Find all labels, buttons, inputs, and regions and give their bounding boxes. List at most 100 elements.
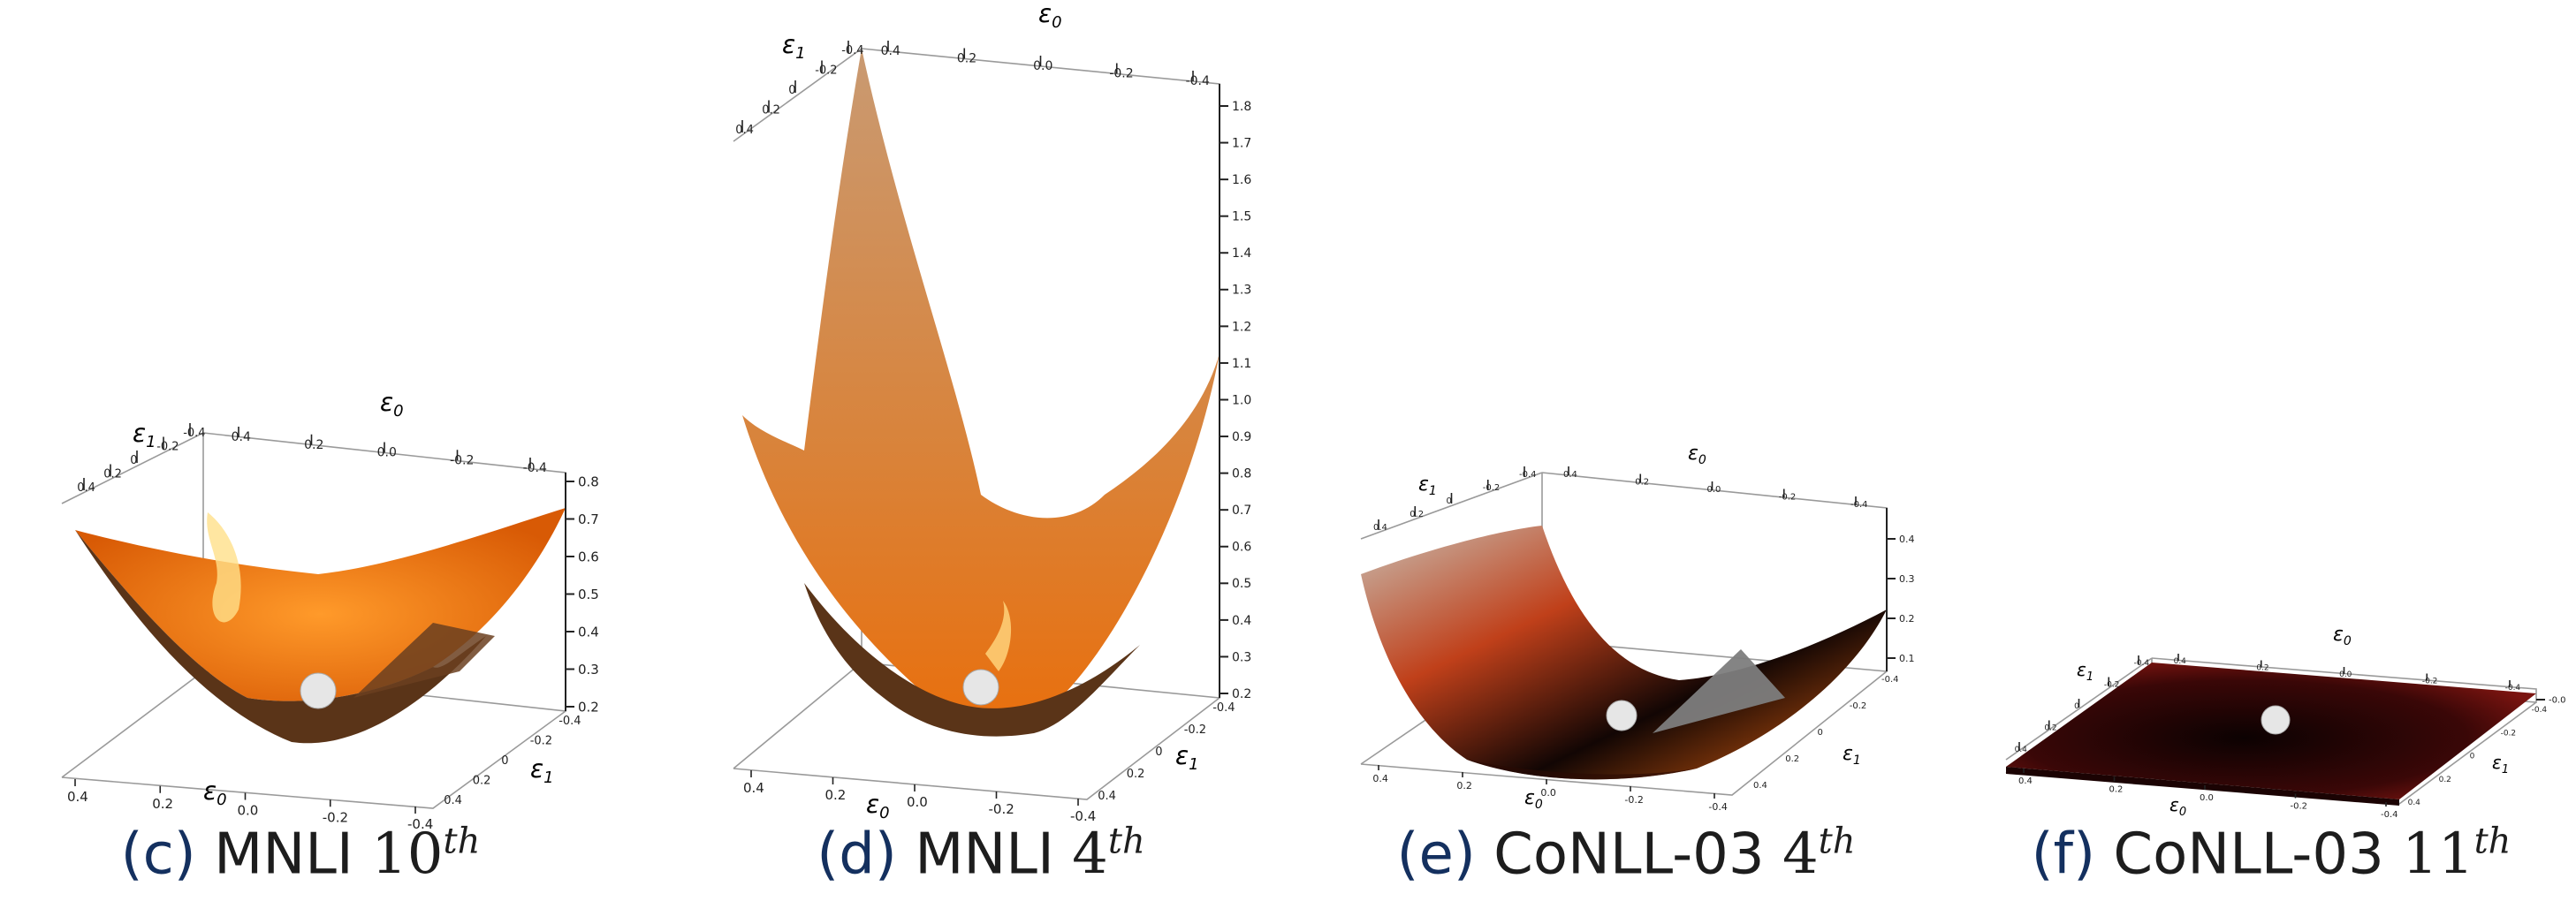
tick-label: 0.2 bbox=[762, 104, 780, 117]
z-tick-label: 0.8 bbox=[578, 473, 599, 489]
caption-c: (c) MNLI 10th bbox=[0, 822, 601, 901]
z-tick-label: 1.5 bbox=[1232, 210, 1251, 224]
tick-label: 0.2 bbox=[304, 438, 323, 452]
axis-label-e1: ε1 bbox=[2077, 659, 2093, 684]
tick-label: -0.4 bbox=[1519, 470, 1537, 480]
z-tick-label: 0.3 bbox=[1899, 573, 1915, 585]
tick-label: 0 bbox=[2470, 753, 2475, 761]
tick-label: -0.2 bbox=[2501, 729, 2517, 738]
panel-f: -0.0 ε0 ε1 ε0 ε1 0.4 0.2 0.0 -0.2 -0.4 -0.4 -0… bbox=[1979, 0, 2566, 924]
svg-text:ε1: ε1 bbox=[530, 754, 554, 787]
tick-label: 0.0 bbox=[377, 446, 397, 460]
tick-label: 0.0 bbox=[1707, 485, 1721, 495]
tick-label: 0 bbox=[501, 754, 508, 768]
tick-label: -0.4 bbox=[1708, 801, 1727, 813]
z-tick-label: 1.8 bbox=[1232, 100, 1251, 114]
minimum-marker bbox=[300, 672, 337, 709]
tick-label: 0.4 bbox=[2015, 746, 2028, 754]
x_ticks-ticks: 0.4 0.2 0.0 -0.2 -0.4 bbox=[1372, 765, 1728, 813]
tick-label: 0.0 bbox=[1540, 787, 1556, 799]
tick-label: -0.2 bbox=[530, 735, 552, 748]
loss-surface bbox=[1361, 526, 1887, 780]
svg-text:ε0: ε0 bbox=[2169, 794, 2186, 819]
caption-dataset: MNLI bbox=[214, 822, 353, 888]
z-tick-label: 1.3 bbox=[1232, 284, 1251, 298]
caption-label: (f) bbox=[2031, 822, 2096, 888]
tick-label: 0.2 bbox=[103, 468, 122, 481]
z-tick-label: 0.5 bbox=[578, 587, 599, 602]
svg-text:ε1: ε1 bbox=[1843, 743, 1861, 768]
caption-d: (d) MNLI 4th bbox=[698, 822, 1264, 901]
tick-label: 0.2 bbox=[1410, 510, 1424, 519]
svg-text:ε1: ε1 bbox=[1175, 741, 1199, 774]
tick-label: -0.4 bbox=[1070, 808, 1096, 824]
loss-surface-rim bbox=[1467, 760, 1697, 780]
tick-label: 0.4 bbox=[2174, 657, 2187, 666]
svg-text:ε0: ε0 bbox=[203, 776, 227, 809]
tick-label: -0.4 bbox=[1186, 74, 1210, 88]
tick-label: 0.2 bbox=[1127, 768, 1145, 781]
caption-layer-num: 11 bbox=[2402, 822, 2474, 888]
tick-label: 0 bbox=[1447, 496, 1452, 506]
z-axis-right: -0.0 bbox=[2536, 696, 2566, 706]
x_ticks-ticks: 0.4 0.2 0.0 -0.2 -0.4 bbox=[232, 427, 547, 475]
tick-label: 0.4 bbox=[735, 124, 754, 137]
z-tick-label: -0.0 bbox=[2549, 696, 2566, 706]
x_ticks-ticks: 0.4 0.2 0.0 -0.2 -0.4 bbox=[1563, 466, 1868, 510]
y_ticks-ticks: -0.4 -0.2 0 0.2 0.4 bbox=[2408, 706, 2548, 807]
z-tick-label: 0.5 bbox=[1232, 577, 1251, 591]
z-tick-label: 0.6 bbox=[1232, 541, 1251, 555]
tick-label: 0.4 bbox=[232, 430, 251, 444]
y_ticks-ticks: -0.4 -0.2 0 0.2 0.4 bbox=[1753, 675, 1899, 791]
tick-label: -0.2 bbox=[1109, 67, 1133, 81]
z-tick-label: 0.7 bbox=[1232, 504, 1251, 518]
tick-label: -0.2 bbox=[450, 453, 474, 467]
tick-label: 0.2 bbox=[957, 52, 976, 66]
tick-label: 0.0 bbox=[907, 794, 928, 810]
tick-label: -0.4 bbox=[183, 427, 205, 440]
z-tick-label: 1.1 bbox=[1232, 357, 1251, 371]
loss-surface-rim bbox=[804, 583, 1140, 737]
caption-layer-sup: th bbox=[1818, 822, 1856, 862]
tick-label: 0.2 bbox=[2256, 664, 2268, 673]
z-tick-label: 0.2 bbox=[578, 699, 599, 715]
tick-label: -0.4 bbox=[1212, 701, 1235, 715]
axis-label-e0: ε0 bbox=[2333, 624, 2352, 648]
tick-label: 0.2 bbox=[1456, 780, 1472, 791]
caption-dataset: MNLI bbox=[915, 822, 1054, 888]
tick-label: 0.2 bbox=[1635, 478, 1649, 488]
tick-label: -0.4 bbox=[2505, 684, 2521, 693]
tick-label: 0.4 bbox=[1098, 790, 1116, 803]
tick-label: 0.0 bbox=[2339, 670, 2352, 679]
axis-label-e1: ε1 bbox=[133, 419, 156, 451]
tick-label: 0.2 bbox=[2044, 724, 2056, 733]
z-tick-label: 0.8 bbox=[1232, 467, 1251, 481]
tick-label: 0.4 bbox=[1373, 523, 1387, 533]
tick-label: 0.4 bbox=[1372, 773, 1388, 784]
z-tick-label: 0.7 bbox=[578, 511, 599, 527]
tick-label: -0.4 bbox=[1881, 675, 1899, 685]
tick-label: 0 bbox=[1818, 728, 1823, 738]
z-tick-label: 0.2 bbox=[1232, 687, 1251, 701]
x_ticks-ticks: 0.4 0.2 0.0 -0.2 -0.4 bbox=[881, 41, 1210, 88]
panel-d: 0.2 0.3 0.4 0.5 0.6 0.7 0.8 0.9 1.0 1.1 1.2 1.3 1.4 1… bbox=[698, 0, 1264, 924]
tick-label: 0.2 bbox=[152, 796, 173, 812]
surface-plot-f: -0.0 ε0 ε1 ε0 ε1 0.40.20.0-0.2-0.4-0.4-0… bbox=[2005, 624, 2566, 820]
caption-label: (d) bbox=[817, 822, 897, 888]
tick-label: -0.2 bbox=[1624, 794, 1643, 806]
z-tick-label: 0.9 bbox=[1232, 430, 1251, 444]
caption-layer-num: 4 bbox=[1782, 822, 1819, 888]
y_ticks-ticks: -0.4 -0.2 0 0.2 0.4 bbox=[1373, 466, 1537, 533]
y_ticks-ticks: -0.4 -0.2 0 0.2 0.4 bbox=[2015, 655, 2149, 754]
x_ticks-ticks: 0.4 0.2 0.0 -0.2 -0.4 bbox=[2018, 769, 2398, 820]
tick-label: 0.4 bbox=[881, 44, 900, 58]
loss-surface bbox=[742, 49, 1220, 716]
tick-label: -0.4 bbox=[407, 816, 433, 832]
z-tick-label: 0.4 bbox=[578, 624, 599, 640]
loss-surface-rim bbox=[2006, 767, 2399, 806]
z-tick-label: 1.6 bbox=[1232, 173, 1251, 187]
z-axis-right: 0.2 0.3 0.4 0.5 0.6 0.7 0.8 0.9 1.0 1.1 1.2 1.3 1.4 1… bbox=[1219, 84, 1251, 701]
surface-plot-d: 0.2 0.3 0.4 0.5 0.6 0.7 0.8 0.9 1.0 1.1 1.2 1.3 1.4 1… bbox=[733, 0, 1251, 824]
z-tick-label: 0.4 bbox=[1899, 534, 1915, 545]
caption-label: (e) bbox=[1396, 822, 1476, 888]
